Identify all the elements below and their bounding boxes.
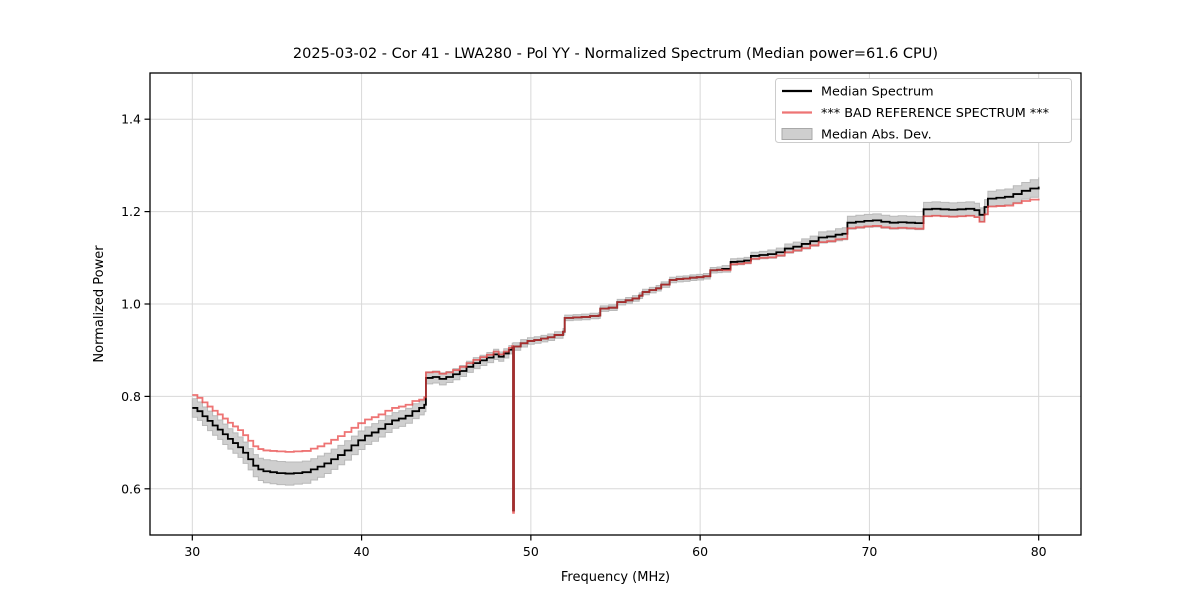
y-tick-label: 0.8 — [121, 389, 141, 404]
x-tick-label: 80 — [1031, 544, 1047, 559]
y-tick-label: 0.6 — [121, 481, 141, 496]
legend-mad-patch-sample — [781, 128, 813, 140]
x-tick-label: 50 — [523, 544, 539, 559]
ticks — [144, 118, 1040, 541]
chart-title: 2025-03-02 - Cor 41 - LWA280 - Pol YY - … — [293, 46, 938, 62]
x-tick-label: 30 — [184, 544, 200, 559]
legend-box — [775, 78, 1072, 143]
legend: Median Spectrum *** BAD REFERENCE SPECTR… — [775, 78, 1072, 143]
tick-labels: 30 40 50 60 70 80 0.6 0.8 1.0 1.2 1.4 — [121, 112, 1047, 559]
bad-reference-line — [192, 198, 1040, 514]
legend-label-median: Median Spectrum — [821, 84, 934, 99]
y-tick-label: 1.2 — [121, 204, 141, 219]
y-tick-label: 1.0 — [121, 297, 141, 312]
x-tick-label: 60 — [692, 544, 708, 559]
legend-label-bad-reference: *** BAD REFERENCE SPECTRUM *** — [821, 106, 1050, 121]
legend-label-mad: Median Abs. Dev. — [821, 127, 932, 142]
y-axis-label: Normalized Power — [92, 245, 107, 363]
x-tick-label: 70 — [861, 544, 877, 559]
y-tick-label: 1.4 — [121, 112, 141, 127]
x-tick-label: 40 — [354, 544, 370, 559]
mad-band — [191, 177, 1040, 486]
x-axis-label: Frequency (MHz) — [561, 570, 670, 585]
